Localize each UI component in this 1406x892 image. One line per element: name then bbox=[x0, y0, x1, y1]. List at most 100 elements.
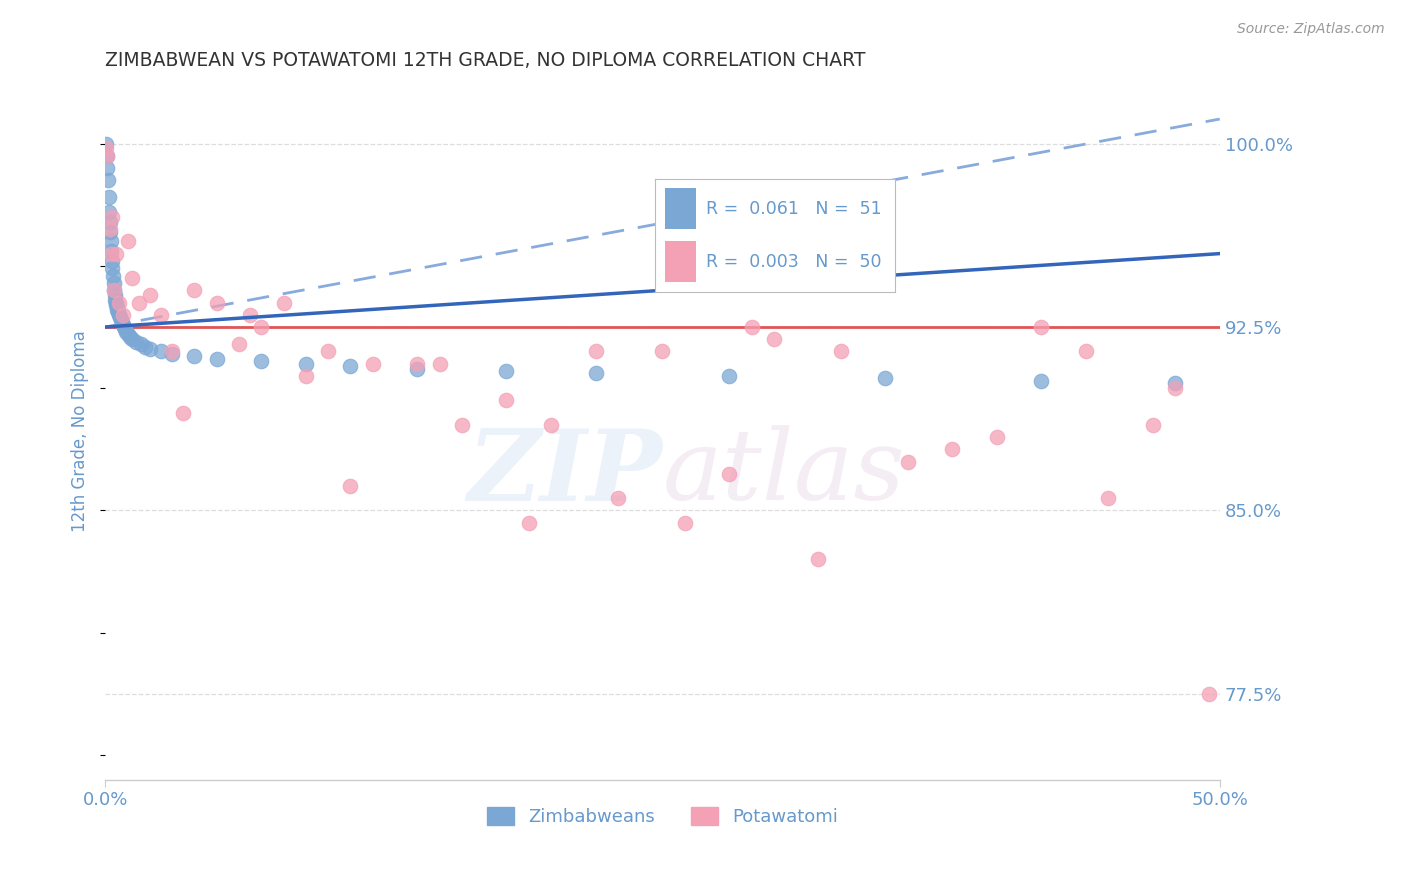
Point bbox=[129, 337, 152, 351]
Point bbox=[228, 337, 250, 351]
Point bbox=[183, 283, 205, 297]
Point bbox=[114, 322, 136, 336]
Bar bbox=[665, 188, 696, 229]
Point bbox=[205, 295, 228, 310]
Point bbox=[98, 222, 121, 236]
Point bbox=[183, 350, 205, 364]
Point bbox=[830, 344, 852, 359]
Point bbox=[986, 430, 1008, 444]
Text: R =  0.003   N =  50: R = 0.003 N = 50 bbox=[706, 253, 882, 271]
Point bbox=[107, 305, 129, 319]
Point bbox=[115, 325, 138, 339]
Point bbox=[429, 357, 451, 371]
Point bbox=[103, 288, 125, 302]
Point bbox=[718, 467, 741, 481]
Point bbox=[125, 334, 148, 349]
Point bbox=[1074, 344, 1097, 359]
Point bbox=[110, 312, 132, 326]
Point bbox=[160, 347, 183, 361]
Point bbox=[718, 368, 741, 383]
Point bbox=[121, 271, 143, 285]
Point bbox=[406, 357, 429, 371]
Point bbox=[139, 288, 162, 302]
Point bbox=[104, 295, 127, 310]
Point bbox=[585, 367, 607, 381]
Point bbox=[1031, 320, 1053, 334]
Point bbox=[1164, 381, 1187, 395]
Point bbox=[807, 552, 830, 566]
Point bbox=[98, 205, 121, 219]
Point bbox=[495, 393, 517, 408]
Point bbox=[606, 491, 628, 506]
Point bbox=[651, 344, 673, 359]
Text: atlas: atlas bbox=[662, 425, 905, 520]
Point bbox=[98, 215, 121, 229]
Point bbox=[406, 361, 429, 376]
Legend: Zimbabweans, Potawatomi: Zimbabweans, Potawatomi bbox=[479, 799, 845, 833]
Point bbox=[96, 136, 118, 151]
Point bbox=[112, 320, 135, 334]
Point bbox=[103, 276, 125, 290]
Point bbox=[118, 330, 141, 344]
Point bbox=[239, 308, 262, 322]
Point bbox=[1031, 374, 1053, 388]
Point bbox=[100, 246, 122, 260]
Point bbox=[103, 283, 125, 297]
Point bbox=[101, 261, 124, 276]
Point bbox=[273, 295, 295, 310]
Point bbox=[103, 283, 125, 297]
Point bbox=[101, 268, 124, 283]
Point bbox=[250, 320, 273, 334]
Point bbox=[762, 332, 785, 346]
Point bbox=[295, 368, 318, 383]
Point bbox=[585, 344, 607, 359]
Point bbox=[941, 442, 963, 457]
Point bbox=[495, 364, 517, 378]
Point bbox=[1198, 687, 1220, 701]
Point bbox=[339, 359, 361, 373]
Point bbox=[112, 308, 135, 322]
Y-axis label: 12th Grade, No Diploma: 12th Grade, No Diploma bbox=[72, 330, 89, 532]
Point bbox=[96, 149, 118, 163]
Point bbox=[105, 298, 128, 312]
Point bbox=[97, 173, 120, 187]
Point bbox=[121, 332, 143, 346]
Point bbox=[100, 235, 122, 249]
Point bbox=[105, 301, 128, 315]
Point bbox=[96, 161, 118, 175]
Point bbox=[1164, 376, 1187, 391]
Point bbox=[205, 351, 228, 366]
Point bbox=[101, 210, 124, 224]
Point bbox=[100, 244, 122, 259]
Point bbox=[149, 308, 172, 322]
Point bbox=[101, 254, 124, 268]
Point bbox=[172, 406, 194, 420]
Text: Source: ZipAtlas.com: Source: ZipAtlas.com bbox=[1237, 22, 1385, 37]
Point bbox=[107, 302, 129, 317]
Point bbox=[673, 516, 696, 530]
Point bbox=[1142, 417, 1164, 432]
Point bbox=[98, 225, 121, 239]
Point bbox=[128, 295, 150, 310]
Point bbox=[96, 149, 118, 163]
Point bbox=[149, 344, 172, 359]
Point bbox=[97, 190, 120, 204]
Point bbox=[160, 344, 183, 359]
Point bbox=[104, 293, 127, 307]
Point bbox=[107, 308, 129, 322]
Point bbox=[295, 357, 318, 371]
Point bbox=[250, 354, 273, 368]
Point bbox=[540, 417, 562, 432]
Bar bbox=[665, 242, 696, 282]
Point bbox=[105, 246, 128, 260]
Point bbox=[139, 342, 162, 356]
Point bbox=[339, 479, 361, 493]
Point bbox=[107, 295, 129, 310]
Point bbox=[117, 327, 139, 342]
Point bbox=[108, 310, 131, 325]
Point bbox=[741, 320, 763, 334]
Text: R =  0.061   N =  51: R = 0.061 N = 51 bbox=[706, 200, 882, 218]
Point bbox=[897, 454, 920, 468]
Point bbox=[875, 371, 897, 385]
Text: ZIMBABWEAN VS POTAWATOMI 12TH GRADE, NO DIPLOMA CORRELATION CHART: ZIMBABWEAN VS POTAWATOMI 12TH GRADE, NO … bbox=[105, 51, 866, 70]
